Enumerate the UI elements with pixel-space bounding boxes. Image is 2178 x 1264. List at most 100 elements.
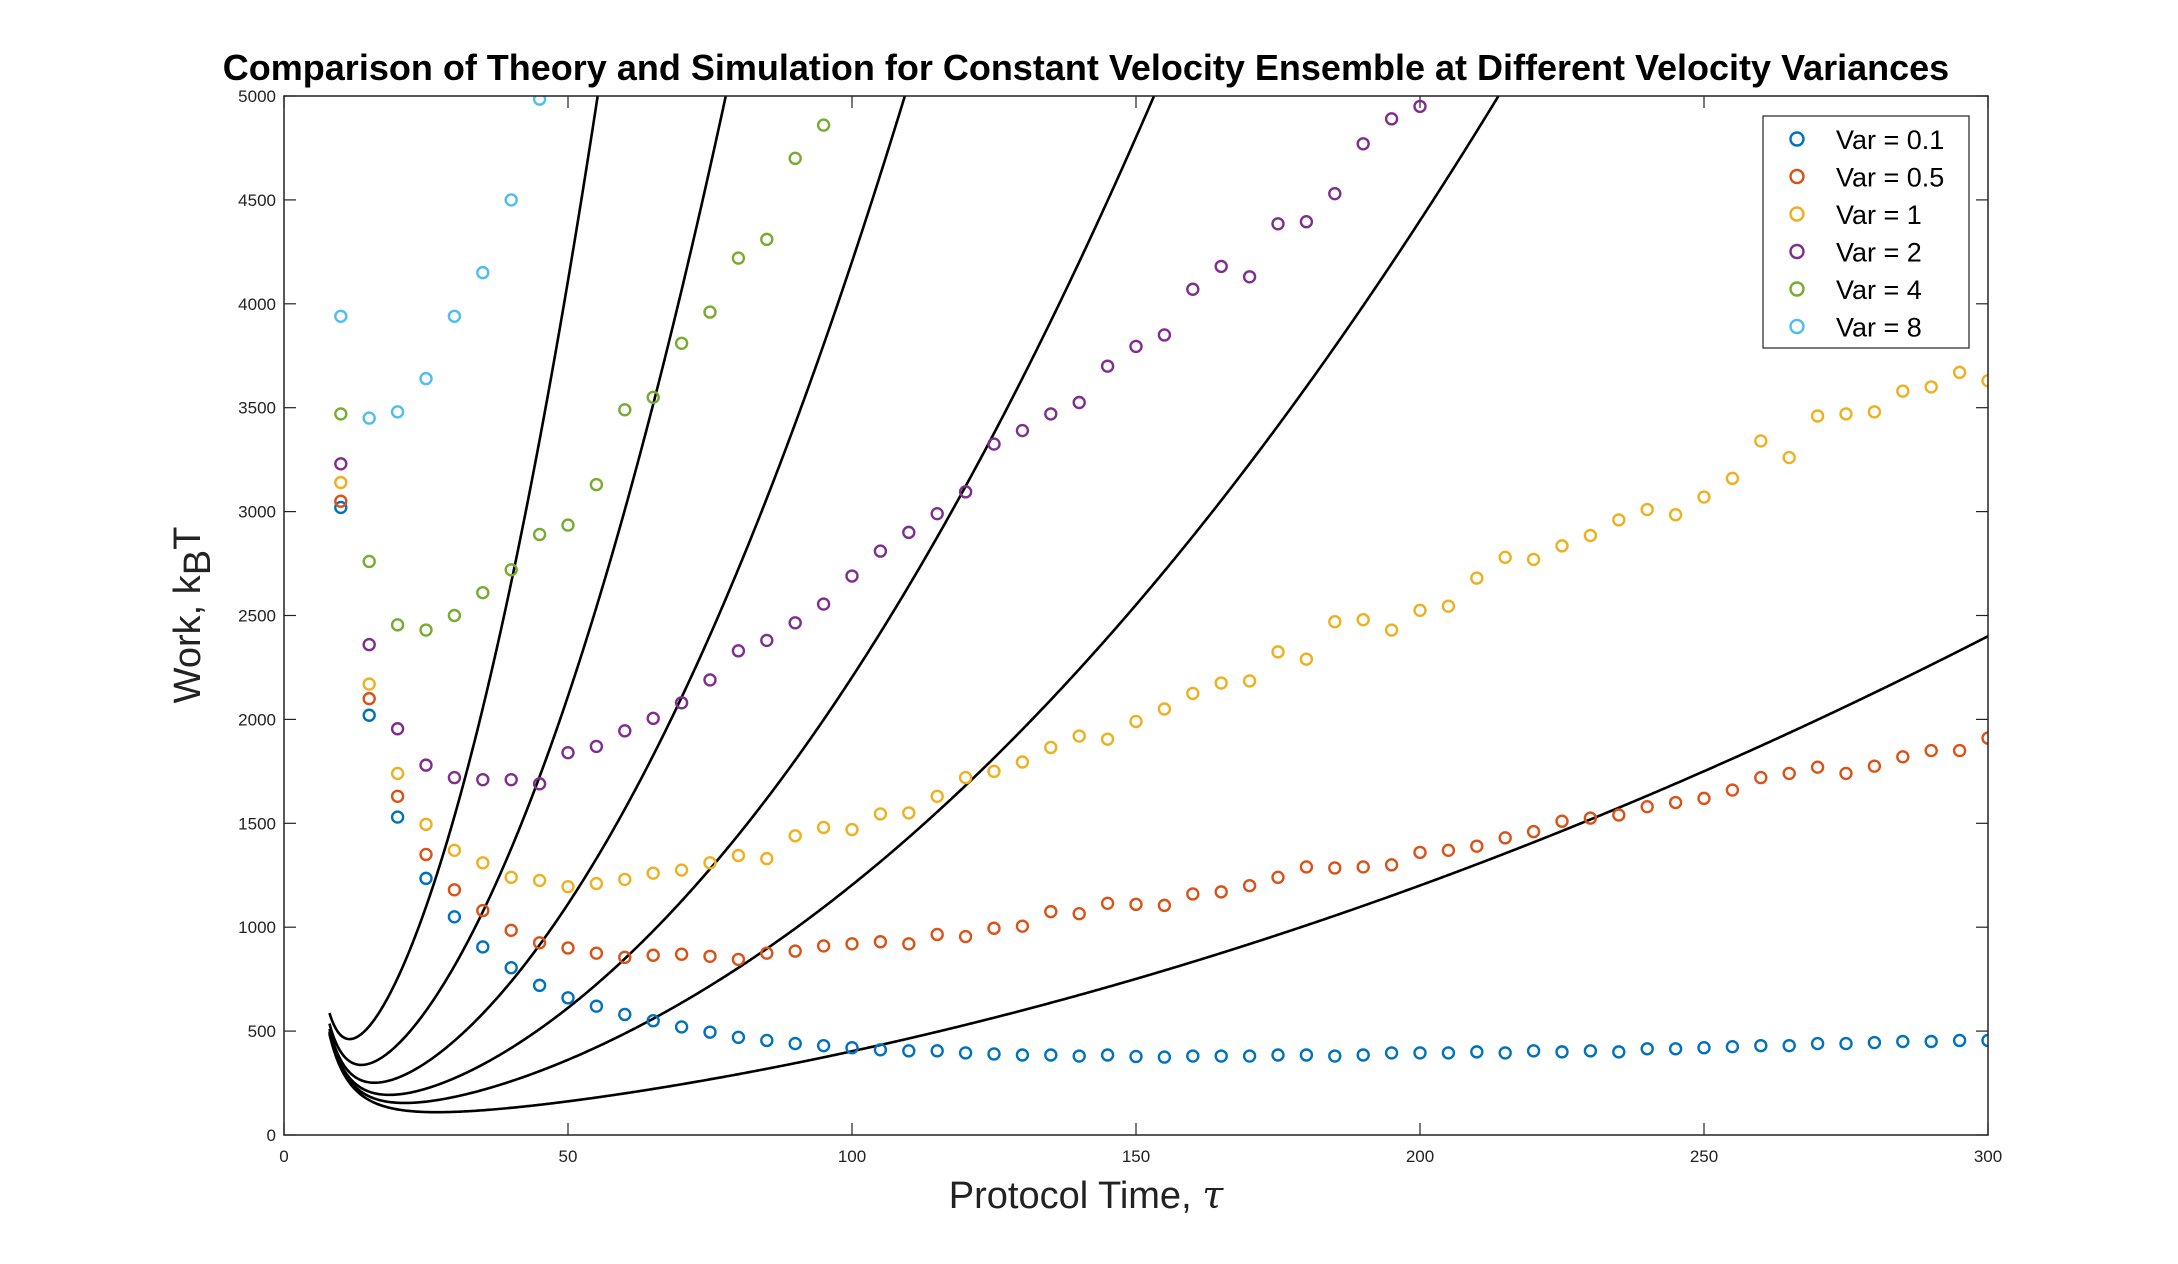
data-point <box>362 554 376 569</box>
data-point <box>987 437 1001 451</box>
data-point <box>390 722 405 736</box>
data-point <box>504 563 518 577</box>
data-point <box>816 820 831 835</box>
simulation-markers <box>334 96 1988 1064</box>
data-point <box>1754 770 1768 785</box>
y-tick-label: 1000 <box>238 918 276 937</box>
data-point <box>958 1046 973 1060</box>
data-point <box>1044 407 1058 421</box>
data-point <box>334 475 348 490</box>
data-point <box>1725 471 1740 486</box>
data-point <box>390 789 405 803</box>
data-point <box>760 851 774 866</box>
theory-curve-1 <box>328 635 1988 1114</box>
data-point <box>1015 1048 1030 1062</box>
data-point <box>646 390 660 405</box>
data-point <box>1640 502 1654 517</box>
data-point <box>1044 1048 1058 1062</box>
data-point <box>845 1041 859 1055</box>
y-tick-label: 4500 <box>238 191 276 210</box>
data-point <box>760 946 774 960</box>
data-point <box>1072 906 1086 921</box>
y-tick-label: 3000 <box>238 503 276 522</box>
data-point <box>1356 860 1370 874</box>
data-point <box>1214 259 1228 274</box>
x-tick-label: 200 <box>1406 1147 1434 1166</box>
data-point <box>1044 904 1058 919</box>
data-point <box>561 941 575 955</box>
data-point <box>1299 652 1314 666</box>
data-point <box>845 937 859 951</box>
data-point <box>646 1014 660 1028</box>
data-point <box>504 961 518 975</box>
data-point <box>1271 1048 1285 1062</box>
data-point <box>646 866 660 880</box>
legend-entry: Var = 1 <box>1836 200 1922 230</box>
data-point <box>1782 450 1796 465</box>
data-point <box>1810 760 1825 774</box>
data-point <box>731 644 746 658</box>
data-point <box>760 633 774 648</box>
data-point <box>618 872 632 887</box>
legend-entry: Var = 0.1 <box>1836 125 1944 155</box>
data-point <box>1555 814 1569 828</box>
data-point <box>1072 395 1086 410</box>
data-point <box>1157 1050 1172 1064</box>
data-point <box>1100 732 1115 746</box>
data-point <box>1896 1034 1910 1049</box>
data-point <box>1640 799 1654 814</box>
data-point <box>334 407 348 421</box>
data-point <box>1981 373 1988 388</box>
data-point <box>1100 359 1115 373</box>
data-point <box>703 949 717 963</box>
data-point <box>589 739 604 754</box>
data-point <box>646 711 660 726</box>
x-axis-label-symbol: τ <box>1202 1173 1224 1217</box>
data-point <box>873 807 888 821</box>
data-point <box>1470 571 1484 585</box>
data-point <box>419 871 433 886</box>
data-point <box>334 457 348 471</box>
data-point <box>532 873 547 888</box>
y-axis-label-subscript: B <box>177 550 219 575</box>
data-point <box>532 96 547 106</box>
data-point <box>447 883 462 897</box>
data-point <box>1952 743 1967 758</box>
data-point <box>390 405 405 419</box>
axes-box <box>283 95 1989 1136</box>
data-point <box>703 1025 717 1039</box>
data-point <box>873 1043 888 1057</box>
legend-marker <box>1789 318 1805 335</box>
data-point <box>362 411 376 425</box>
data-point <box>1072 1049 1086 1063</box>
y-tick-label: 2000 <box>238 710 276 729</box>
data-point <box>674 1020 689 1034</box>
data-point <box>731 1030 746 1045</box>
legend-marker <box>1789 206 1805 222</box>
data-point <box>362 637 376 652</box>
data-point <box>1470 1045 1484 1059</box>
data-point <box>1413 603 1427 618</box>
data-point <box>618 1007 632 1022</box>
x-tick-label: 0 <box>279 1147 288 1166</box>
y-tick-label: 2500 <box>238 607 276 626</box>
data-point <box>1271 217 1285 231</box>
legend-marker <box>1789 243 1805 260</box>
data-point <box>1271 645 1285 659</box>
data-point <box>1328 1049 1342 1063</box>
data-point <box>447 608 462 623</box>
data-point <box>674 863 689 877</box>
data-point <box>589 876 604 891</box>
data-point <box>419 847 433 862</box>
theory-curve-5 <box>328 96 728 1067</box>
data-point <box>419 623 433 637</box>
data-point <box>873 935 888 949</box>
data-point <box>476 265 490 280</box>
data-point <box>504 870 518 885</box>
x-tick-label: 50 <box>559 1147 578 1166</box>
data-point <box>1867 405 1882 419</box>
legend-entry: Var = 0.5 <box>1836 163 1944 193</box>
data-point <box>504 193 518 207</box>
data-point <box>788 616 802 630</box>
